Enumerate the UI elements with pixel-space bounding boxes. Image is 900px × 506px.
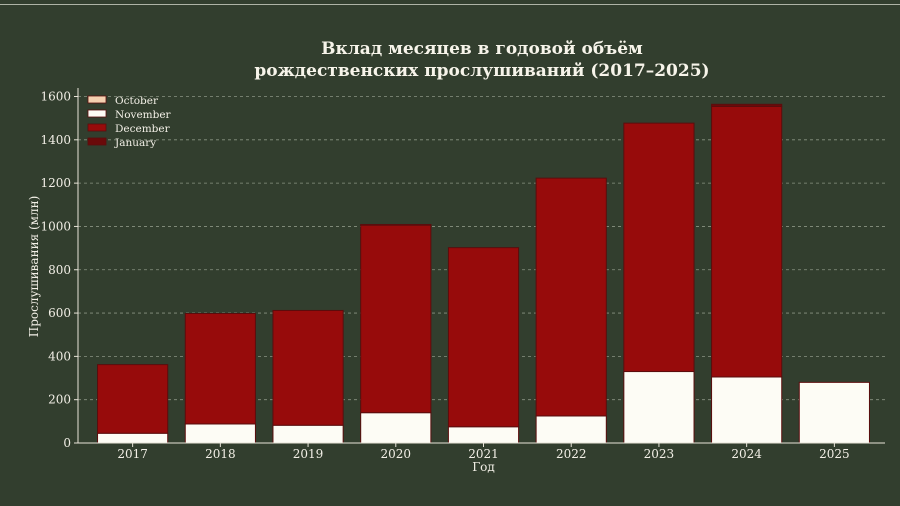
- y-tick-labels: 0 200 400 600 800 1000 1200 1400 1600: [40, 90, 78, 450]
- bar-november-2024: [711, 376, 783, 444]
- bar-november-2020: [360, 412, 432, 444]
- y-tick-label: 400: [48, 349, 71, 363]
- x-tick-label: 2022: [556, 447, 587, 461]
- bar-november-2022: [535, 415, 607, 444]
- y-tick-label: 600: [48, 306, 71, 320]
- legend-label-october: October: [115, 95, 159, 107]
- bar-december-2019: [272, 309, 344, 426]
- x-tick-label: 2019: [293, 447, 324, 461]
- legend-swatch-january: [87, 137, 107, 146]
- bar-november-2019: [272, 424, 344, 444]
- bar-january-2020: [360, 223, 432, 226]
- bar-december-2017: [97, 364, 169, 434]
- y-tick-label: 200: [48, 393, 71, 407]
- chart-title-line-2: рождественских прослушиваний (2017–2025): [254, 61, 710, 81]
- x-tick-label: 2023: [644, 447, 675, 461]
- bar-december-2022: [535, 177, 607, 417]
- legend-label-january: January: [114, 137, 156, 149]
- legend-swatch-november: [87, 109, 107, 118]
- bar-december-2021: [447, 247, 520, 428]
- legend-swatch-october: [87, 95, 107, 104]
- x-tick-label: 2020: [381, 447, 412, 461]
- bar-january-2024: [711, 103, 783, 107]
- legend-label-november: November: [115, 109, 172, 121]
- x-axis-label: Год: [472, 460, 495, 474]
- top-rule: [0, 4, 900, 5]
- legend-label-december: December: [115, 123, 171, 135]
- bars: [97, 103, 870, 444]
- bar-december-2024: [711, 105, 783, 378]
- x-tick-label: 2018: [205, 447, 236, 461]
- y-tick-label: 1200: [40, 176, 71, 190]
- legend: October November December January: [87, 95, 172, 149]
- bar-november-2021: [447, 426, 520, 444]
- bar-november-2023: [623, 371, 695, 444]
- chart-title: Вклад месяцев в годовой объём рождествен…: [0, 38, 900, 82]
- chart-title-line-1: Вклад месяцев в годовой объём: [321, 39, 643, 59]
- bar-december-2020: [360, 224, 432, 414]
- x-tick-labels: 2017 2018 2019 2020 2021 2022 2023 2024 2025: [117, 443, 850, 461]
- axes: [77, 88, 885, 444]
- bar-november-2018: [184, 423, 256, 444]
- bar-december-2023: [623, 122, 695, 373]
- x-tick-label: 2025: [819, 447, 850, 461]
- y-tick-label: 1400: [40, 133, 71, 147]
- bar-november-2025: [798, 381, 870, 444]
- x-tick-label: 2017: [117, 447, 148, 461]
- legend-swatch-december: [87, 123, 107, 132]
- x-tick-label: 2021: [468, 447, 499, 461]
- y-tick-label: 1600: [40, 90, 71, 104]
- bar-november-2017: [97, 432, 169, 444]
- bar-december-2018: [184, 312, 256, 425]
- y-tick-label: 0: [63, 436, 71, 450]
- y-tick-label: 1000: [40, 219, 71, 233]
- y-tick-label: 800: [48, 263, 71, 277]
- y-axis-label: Прослушивания (млн): [27, 196, 41, 338]
- x-tick-label: 2024: [731, 447, 762, 461]
